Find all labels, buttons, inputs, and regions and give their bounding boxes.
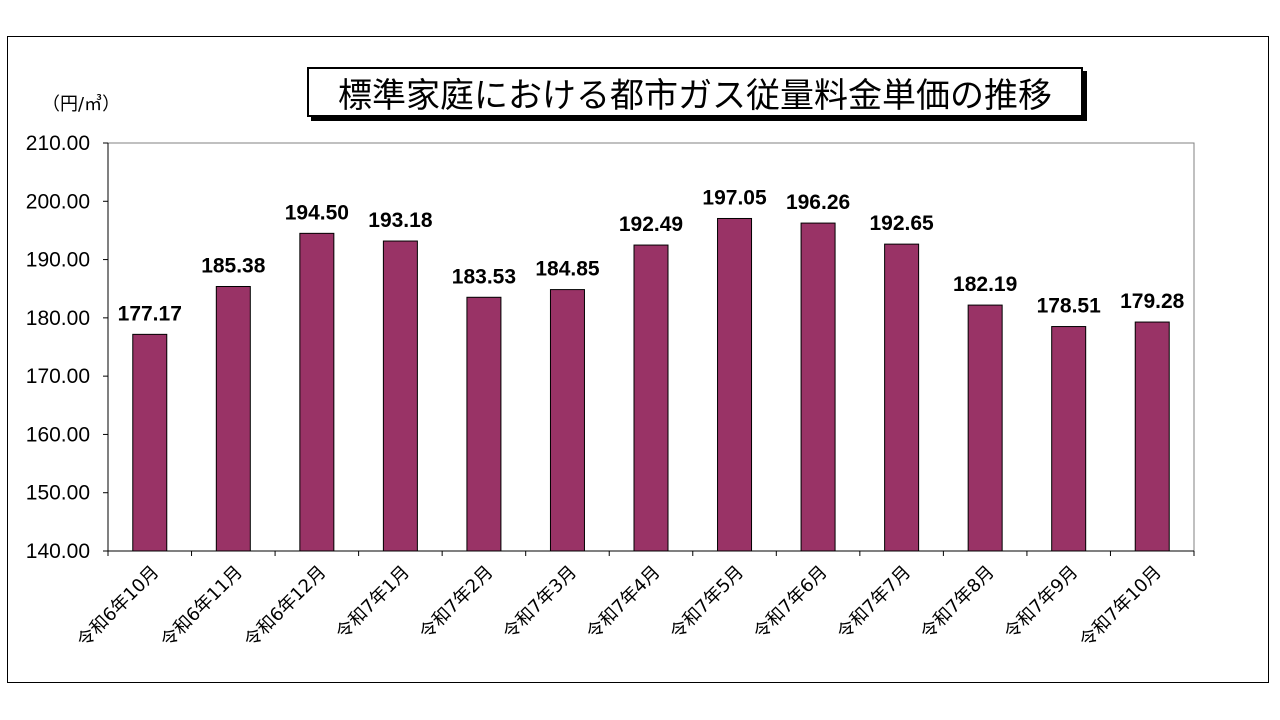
data-label: 192.65 — [869, 212, 934, 235]
data-label: 177.17 — [118, 302, 182, 325]
y-tick-label: 160.00 — [26, 423, 90, 446]
bar — [1051, 326, 1087, 552]
y-tick-label: 190.00 — [26, 249, 90, 272]
data-label: 193.18 — [368, 209, 433, 232]
y-tick-label: 180.00 — [26, 307, 90, 330]
bar — [884, 243, 920, 552]
bar — [466, 296, 502, 552]
data-label: 178.51 — [1037, 295, 1102, 318]
data-label: 194.50 — [285, 201, 349, 224]
y-tick-label: 170.00 — [26, 365, 90, 388]
chart-title-box: 標準家庭における都市ガス従量料金単価の推移 — [307, 67, 1083, 117]
bar — [132, 333, 168, 552]
bar — [299, 232, 335, 552]
data-label: 179.28 — [1120, 290, 1185, 313]
bar — [633, 244, 669, 552]
data-label: 192.49 — [619, 213, 683, 236]
data-label: 196.26 — [786, 191, 850, 214]
y-tick-label: 210.00 — [26, 132, 90, 155]
x-tick-label: 令和7年10月 — [1076, 562, 1166, 652]
bar — [800, 222, 836, 552]
bar — [382, 240, 418, 552]
data-label: 197.05 — [702, 186, 767, 209]
bar — [1134, 321, 1170, 552]
bar — [549, 289, 585, 552]
y-unit-label: （円/㎥） — [42, 94, 121, 115]
bar — [967, 304, 1003, 552]
data-label: 185.38 — [201, 254, 266, 277]
x-tick-label: 令和6年12月 — [240, 562, 330, 652]
y-tick-label: 140.00 — [26, 540, 90, 563]
x-tick-label: 令和7年1月 — [332, 562, 414, 644]
x-tick-label: 令和7年3月 — [499, 562, 581, 644]
y-tick-label: 150.00 — [26, 482, 90, 505]
chart-title: 標準家庭における都市ガス従量料金単価の推移 — [338, 75, 1052, 116]
data-label: 182.19 — [953, 273, 1017, 296]
x-tick-label: 令和7年9月 — [1000, 562, 1082, 644]
x-tick-label: 令和7年7月 — [833, 562, 915, 644]
x-tick-label: 令和7年8月 — [917, 562, 999, 644]
x-tick-label: 令和7年6月 — [750, 562, 832, 644]
bar — [215, 285, 251, 552]
x-tick-label: 令和6年11月 — [157, 562, 247, 652]
bar — [717, 217, 753, 552]
data-label: 183.53 — [452, 265, 516, 288]
x-tick-label: 令和7年2月 — [416, 562, 498, 644]
x-tick-label: 令和6年10月 — [73, 562, 163, 652]
y-tick-label: 200.00 — [26, 190, 90, 213]
x-tick-label: 令和7年4月 — [583, 562, 665, 644]
data-label: 184.85 — [535, 258, 600, 281]
x-tick-label: 令和7年5月 — [666, 562, 748, 644]
